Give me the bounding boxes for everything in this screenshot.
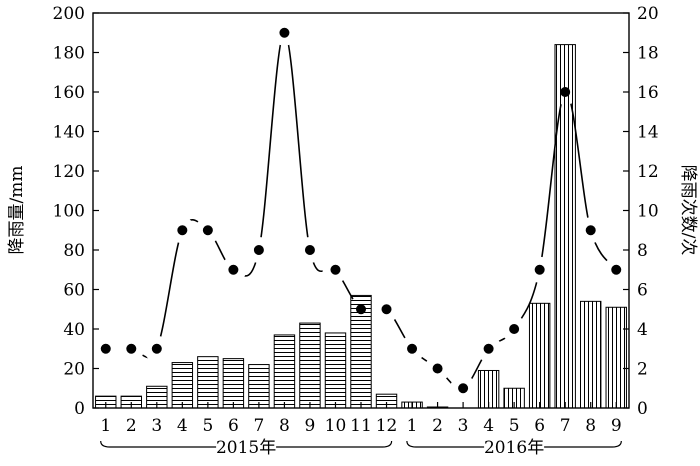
rain-count-point-19 xyxy=(585,225,596,236)
bar-5 xyxy=(222,358,245,409)
bar-6 xyxy=(248,364,270,409)
rain-count-point-15 xyxy=(483,343,494,354)
bar-17 xyxy=(528,302,551,409)
y-tick-label-0: 0 xyxy=(74,399,85,419)
rain-count-point-18 xyxy=(560,87,571,97)
year-label-0: 2015年 xyxy=(216,438,276,458)
x-tick-label-10: 11 xyxy=(350,416,372,436)
x-tick-label-9: 10 xyxy=(325,416,347,436)
x-axis: 1 2 3 4 5 6 7 8 9 10 11 12 1 2 3 4 5 6 7 8 9 xyxy=(100,402,622,436)
x-tick-label-8: 9 xyxy=(305,416,316,436)
bar-3 xyxy=(171,362,194,409)
y-tick-label-8: 160 xyxy=(53,83,85,103)
y-tick-label-3: 60 xyxy=(63,281,85,301)
x-tick-label-3: 4 xyxy=(177,416,188,436)
bar-20 xyxy=(605,306,627,409)
y2-tick-label-1: 2 xyxy=(637,360,648,380)
right-axis: 0 2 4 6 8 10 12 14 16 18 20 xyxy=(623,4,659,419)
rain-count-series xyxy=(100,27,622,394)
bar-19 xyxy=(580,300,602,409)
rain-count-point-0 xyxy=(100,343,111,354)
y2-tick-label-0: 0 xyxy=(637,399,648,419)
x-tick-label-7: 8 xyxy=(279,416,290,436)
rain-count-point-10 xyxy=(356,304,366,315)
rain-count-point-8 xyxy=(304,245,315,255)
rain-count-point-16 xyxy=(509,324,520,334)
y2-tick-label-7: 14 xyxy=(637,123,659,143)
x-tick-label-1: 2 xyxy=(126,416,137,436)
bar-series xyxy=(95,44,627,409)
y-tick-label-7: 140 xyxy=(53,123,85,143)
y2-tick-label-8: 16 xyxy=(637,83,659,103)
y-tick-label-9: 180 xyxy=(53,44,85,64)
x-tick-label-16: 5 xyxy=(509,416,520,436)
rain-count-point-3 xyxy=(177,225,188,236)
rain-count-point-6 xyxy=(253,245,264,255)
x-tick-label-5: 6 xyxy=(228,416,239,436)
x-tick-label-18: 7 xyxy=(560,416,571,436)
x-tick-label-0: 1 xyxy=(100,416,111,436)
rain-count-point-1 xyxy=(126,343,137,354)
y2-tick-label-9: 18 xyxy=(637,44,659,64)
y-tick-label-10: 200 xyxy=(53,4,85,24)
bar-8 xyxy=(299,322,321,409)
rain-count-point-14 xyxy=(458,383,469,394)
rain-count-point-12 xyxy=(407,343,418,354)
y-tick-label-1: 20 xyxy=(63,360,85,380)
y-tick-label-4: 80 xyxy=(63,241,85,261)
rain-count-point-11 xyxy=(381,304,392,315)
y2-tick-label-2: 4 xyxy=(637,320,648,340)
year-bracket-1 xyxy=(406,440,622,448)
x-tick-label-6: 7 xyxy=(253,416,264,436)
rain-count-point-9 xyxy=(330,264,341,275)
y2-tick-label-5: 10 xyxy=(637,202,659,222)
y-axis-title: 降雨量/mm xyxy=(7,166,27,255)
bar-7 xyxy=(273,334,296,409)
rain-count-point-2 xyxy=(151,343,162,354)
bar-9 xyxy=(324,332,347,409)
bar-18 xyxy=(554,44,576,409)
rain-count-point-4 xyxy=(202,225,213,236)
x-tick-label-2: 3 xyxy=(151,416,162,436)
year-groups: 2015年 2016年 xyxy=(100,438,622,458)
x-tick-label-20: 9 xyxy=(611,416,622,436)
y2-tick-label-6: 12 xyxy=(637,162,659,182)
y-tick-label-6: 120 xyxy=(53,162,85,182)
rain-count-point-17 xyxy=(534,264,545,275)
y-tick-label-5: 100 xyxy=(53,202,85,222)
y2-axis-title: 降雨次数/次 xyxy=(678,165,698,256)
y-tick-label-2: 40 xyxy=(63,320,85,340)
rain-count-point-5 xyxy=(228,264,239,275)
x-tick-label-4: 5 xyxy=(202,416,213,436)
y2-tick-label-3: 6 xyxy=(637,281,648,301)
rain-count-line xyxy=(105,31,617,390)
x-tick-label-19: 8 xyxy=(585,416,596,436)
x-tick-label-14: 3 xyxy=(458,416,469,436)
x-tick-label-12: 1 xyxy=(407,416,418,436)
rain-count-point-20 xyxy=(611,264,622,275)
x-tick-label-11: 12 xyxy=(376,416,398,436)
rain-count-point-13 xyxy=(432,363,443,374)
left-axis: 0 20 40 60 80 100 120 140 160 180 200 xyxy=(53,4,99,419)
year-bracket-0 xyxy=(100,440,393,448)
x-tick-label-17: 6 xyxy=(534,416,545,436)
y2-tick-label-4: 8 xyxy=(637,241,648,261)
x-tick-label-15: 4 xyxy=(483,416,494,436)
y2-tick-label-10: 20 xyxy=(637,4,659,24)
x-tick-label-13: 2 xyxy=(432,416,443,436)
year-label-1: 2016年 xyxy=(484,438,544,458)
rain-count-point-7 xyxy=(279,27,290,38)
bar-4 xyxy=(197,356,219,409)
